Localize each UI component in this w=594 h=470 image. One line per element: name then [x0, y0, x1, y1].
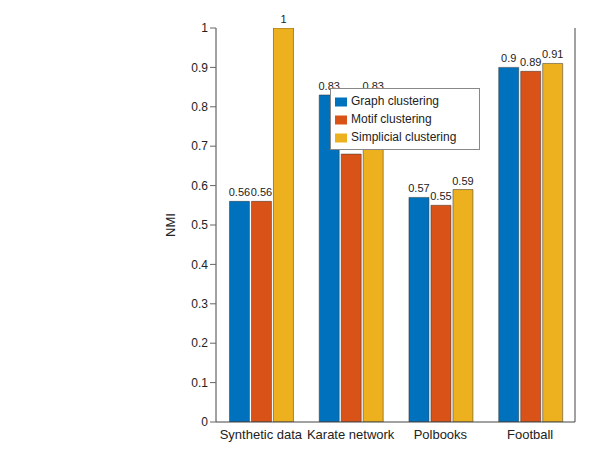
svg-text:Football: Football [507, 427, 553, 442]
svg-text:Karate network: Karate network [307, 427, 395, 442]
html-text:Motif clustering: Motif clustering [351, 112, 432, 126]
svg-text:0.57: 0.57 [408, 182, 429, 194]
svg-text:0.9: 0.9 [191, 61, 208, 75]
svg-text:0.2: 0.2 [191, 336, 208, 350]
svg-text:0.7: 0.7 [191, 139, 208, 153]
svg-text:0.55: 0.55 [430, 190, 451, 202]
svg-text:0.59: 0.59 [452, 175, 473, 187]
svg-text:0.6: 0.6 [191, 179, 208, 193]
svg-text:0.8: 0.8 [191, 100, 208, 114]
svg-text:0.9: 0.9 [501, 52, 516, 64]
svg-text:0: 0 [201, 415, 208, 429]
svg-text:0.5: 0.5 [191, 218, 208, 232]
svg-text:0.4: 0.4 [191, 258, 208, 272]
svg-text:1: 1 [201, 21, 208, 35]
svg-text:Synthetic data: Synthetic data [220, 427, 303, 442]
svg-text:NMI: NMI [163, 213, 178, 237]
svg-text:0.89: 0.89 [520, 56, 541, 68]
svg-text:1: 1 [280, 13, 286, 25]
svg-text:0.91: 0.91 [542, 48, 563, 60]
svg-text:0.3: 0.3 [191, 297, 208, 311]
svg-text:0.56: 0.56 [251, 186, 272, 198]
svg-text:0.56: 0.56 [229, 186, 250, 198]
svg-text:Polbooks: Polbooks [414, 427, 468, 442]
svg-text:0.68: 0.68 [341, 139, 362, 151]
html-text:Graph clustering: Graph clustering [351, 94, 439, 108]
svg-text:0.1: 0.1 [191, 376, 208, 390]
html-text:Simplicial clustering: Simplicial clustering [351, 130, 457, 144]
svg-text:0.83: 0.83 [363, 80, 384, 92]
svg-text:0.83: 0.83 [319, 80, 340, 92]
